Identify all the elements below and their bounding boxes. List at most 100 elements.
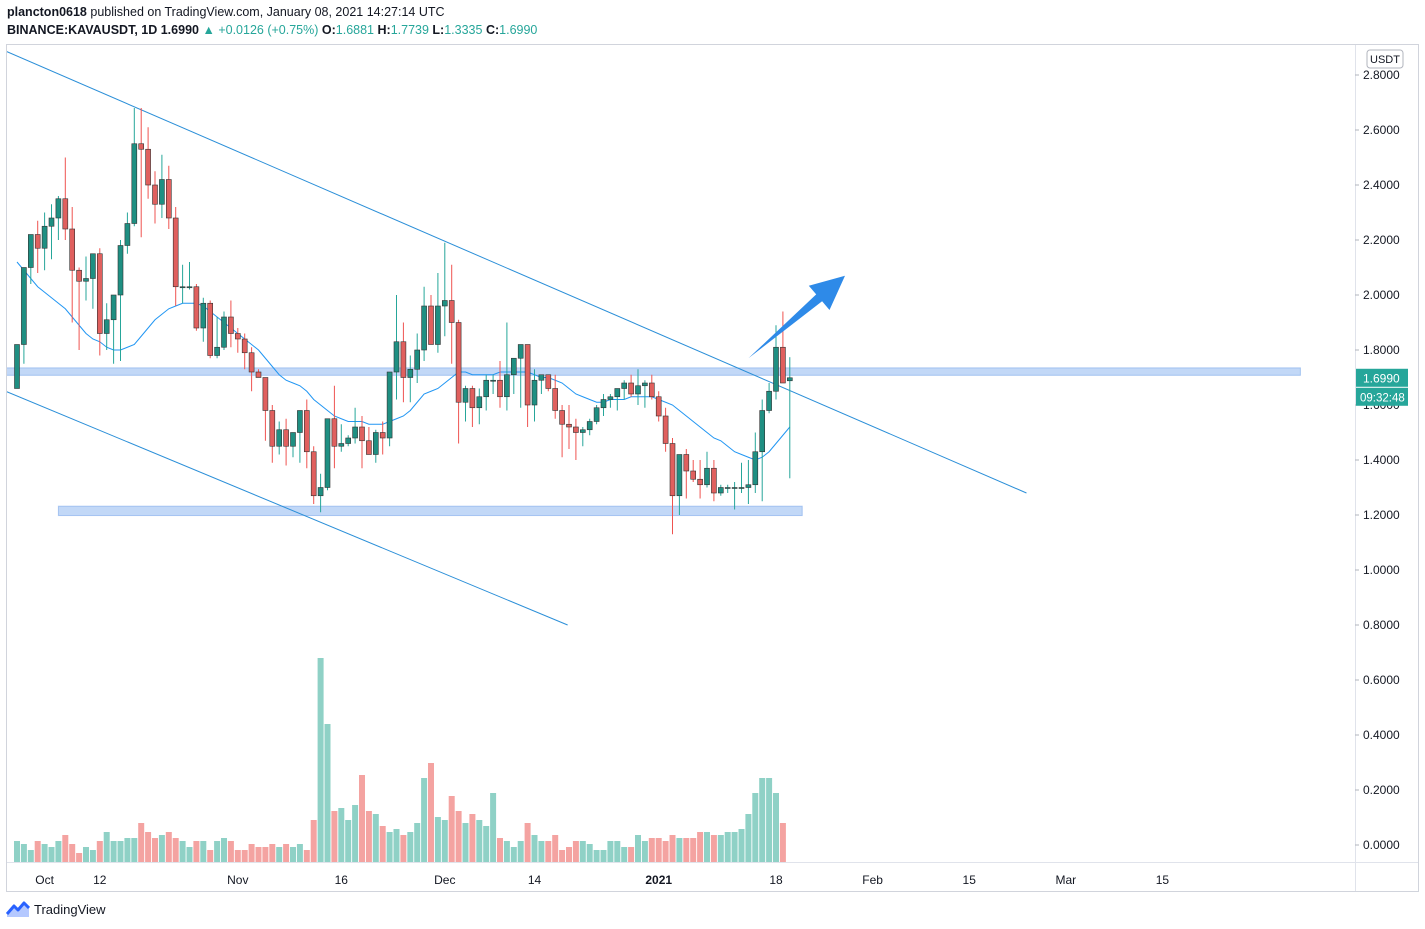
candle-body: [628, 382, 634, 395]
candle: [731, 482, 738, 510]
candle-body: [538, 374, 545, 381]
price-tick-label: 0.2000: [1363, 783, 1400, 797]
volume-bar: [517, 841, 524, 862]
volume-bar: [731, 832, 738, 862]
candle: [290, 432, 296, 458]
candle-body: [421, 305, 427, 351]
candle: [48, 204, 55, 260]
candle-body: [110, 294, 117, 321]
low-value: 1.3335: [444, 23, 483, 37]
chart-header: plancton0618 published on TradingView.co…: [7, 4, 537, 40]
candle: [717, 484, 724, 496]
chart-frame[interactable]: USDT 2.8000 2.6000 2.4000 2.2000 2.0000 1.8000…: [6, 44, 1419, 892]
candle: [221, 311, 227, 350]
candle-body: [683, 454, 690, 472]
candle: [152, 171, 158, 224]
volume-bar: [172, 838, 179, 862]
candle-body: [76, 269, 82, 282]
candle: [642, 380, 648, 408]
candle: [338, 424, 345, 452]
lower-channel-line: [7, 391, 568, 626]
candle: [200, 297, 207, 342]
volume-bar: [593, 850, 600, 862]
volume-bar: [96, 841, 103, 862]
candle-body: [62, 198, 69, 230]
time-tick-label: Nov: [227, 873, 248, 887]
price-chart[interactable]: USDT 2.8000 2.6000 2.4000 2.2000 2.0000 1.8000…: [7, 45, 1418, 891]
low-label: L:: [432, 23, 445, 37]
price-tick-label: 2.6000: [1363, 123, 1400, 137]
candle-body: [379, 432, 386, 439]
close-value: 1.6990: [499, 23, 538, 37]
candle-body: [269, 410, 276, 447]
candle-body: [752, 451, 759, 486]
candle: [62, 157, 69, 240]
candle-body: [97, 253, 103, 334]
candle: [55, 196, 62, 240]
volume-bar: [76, 853, 83, 862]
candle-body: [186, 286, 193, 289]
volume-bar: [586, 844, 593, 862]
volume-bar: [110, 841, 117, 862]
candle-body: [731, 487, 738, 489]
price-axis: 2.80002.60002.40002.20002.00001.80001.60…: [1355, 68, 1400, 852]
candle: [166, 165, 172, 229]
candle: [614, 388, 621, 411]
candle: [317, 473, 324, 513]
candle: [352, 407, 358, 444]
volume-bar: [621, 847, 628, 862]
candle: [455, 319, 462, 444]
candle: [421, 286, 427, 361]
last-price: 1.6990: [160, 23, 199, 37]
candle-body: [297, 410, 303, 433]
candle-body: [435, 305, 441, 345]
volume-bar: [434, 817, 441, 862]
candle-body: [573, 426, 579, 433]
candle: [193, 284, 200, 331]
candle: [607, 394, 614, 408]
open-label: O:: [321, 23, 336, 37]
candle-body: [704, 467, 710, 486]
candle: [531, 369, 538, 422]
tradingview-logo-icon[interactable]: [6, 901, 30, 917]
candle-body: [559, 410, 565, 425]
candle-body: [69, 228, 76, 271]
candle-body: [310, 451, 317, 497]
currency-badge: USDT: [1366, 49, 1404, 69]
candle: [462, 385, 469, 422]
volume-bar: [234, 850, 241, 862]
volume-bar: [89, 850, 96, 862]
candle-body: [552, 388, 559, 411]
candle: [766, 383, 772, 414]
footer: TradingView: [6, 901, 106, 917]
publisher-name[interactable]: plancton0618: [7, 5, 87, 19]
candle: [69, 207, 76, 323]
volume-bar: [510, 847, 517, 862]
candle: [345, 435, 352, 447]
candle: [483, 374, 490, 411]
candle: [476, 388, 483, 425]
candle-body: [48, 217, 55, 227]
candle-body: [262, 377, 269, 411]
candle-body: [579, 429, 586, 433]
volume-bar: [345, 820, 352, 862]
candle-body: [117, 245, 124, 296]
candle-body: [697, 478, 703, 486]
candle-body: [83, 278, 89, 282]
candle: [559, 405, 565, 458]
candle-body: [366, 440, 372, 455]
candle-body: [407, 368, 414, 378]
candle-body: [228, 316, 234, 334]
candle-body: [290, 432, 296, 447]
price-tick-label: 2.2000: [1363, 233, 1400, 247]
candle-body: [593, 407, 600, 422]
candle: [386, 371, 393, 447]
footer-brand[interactable]: TradingView: [34, 901, 106, 917]
candle-body: [524, 344, 531, 406]
last-price-value: 1.6990: [1363, 371, 1400, 385]
candle: [414, 333, 421, 383]
candle-body: [179, 286, 186, 289]
volume-bar: [690, 838, 697, 862]
countdown-value: 09:32:48: [1360, 392, 1405, 404]
candle-body: [90, 253, 96, 279]
